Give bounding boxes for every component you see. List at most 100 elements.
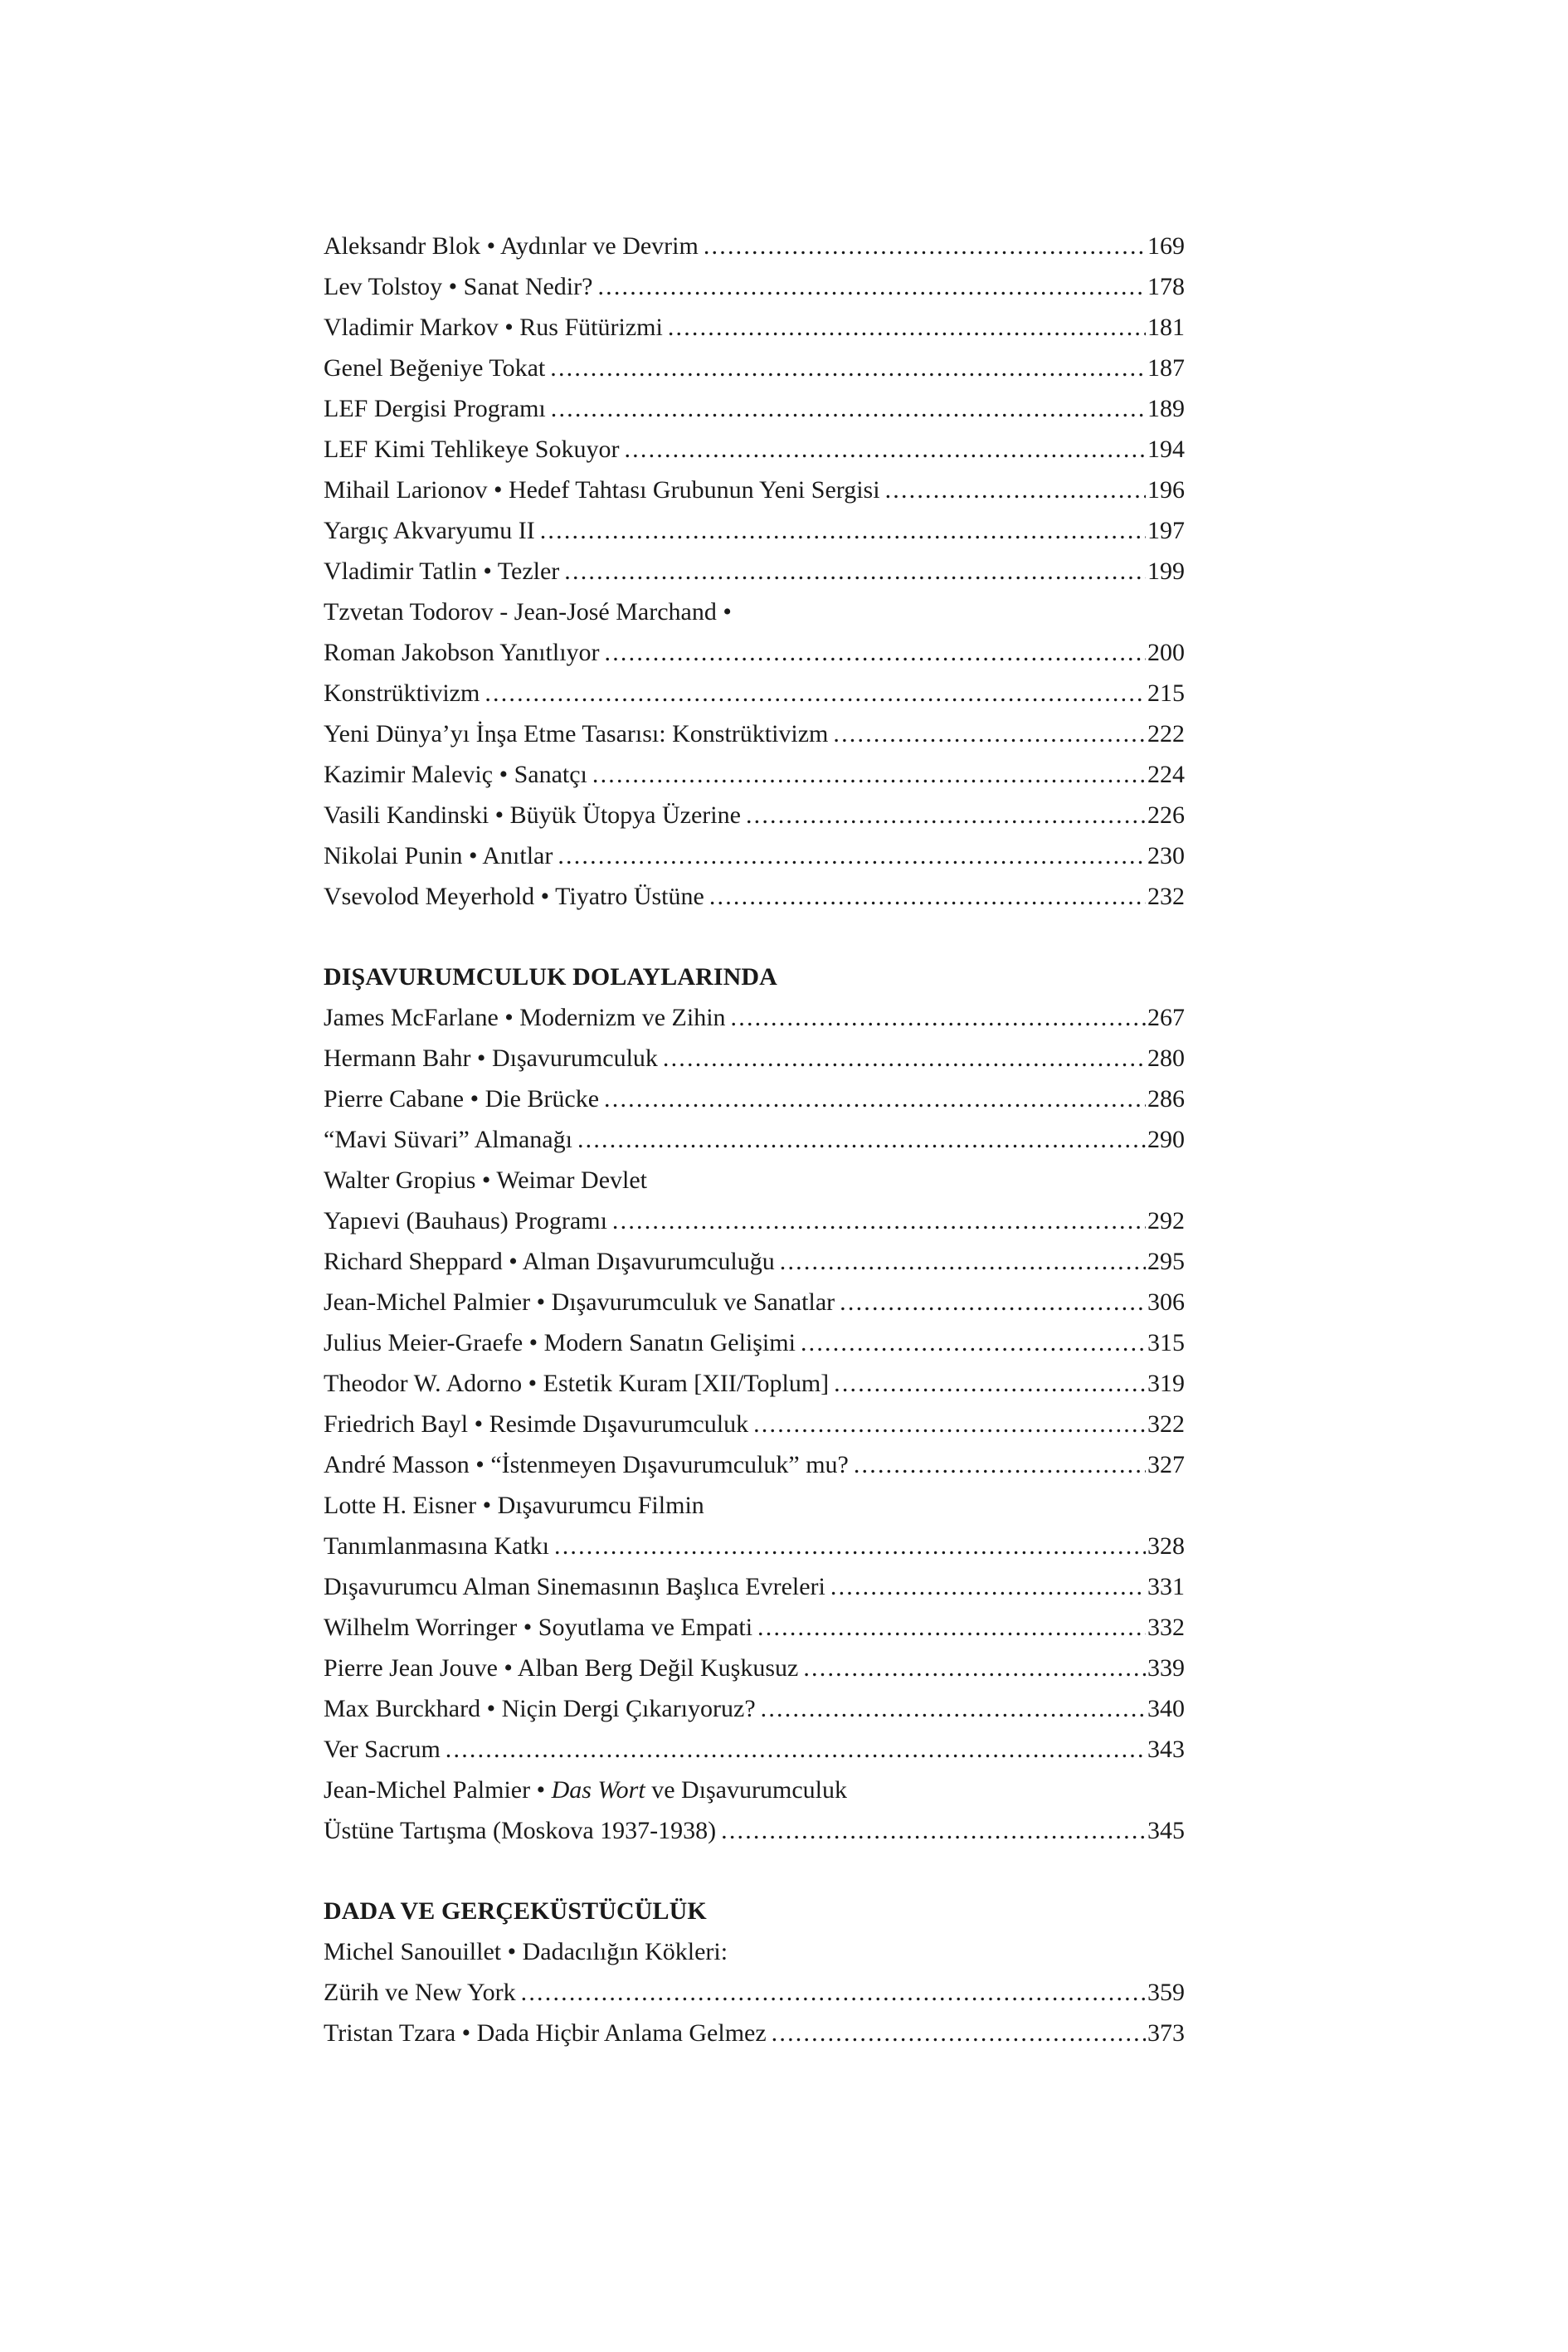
toc-page-number: 322 [1147,1410,1185,1438]
toc-entry[interactable]: Vsevolod Meyerhold • Tiyatro Üstüne 232 [324,876,1199,917]
toc-entry[interactable]: Yeni Dünya’yı İnşa Etme Tasarısı: Konstr… [324,713,1199,754]
toc-entry[interactable]: Pierre Jean Jouve • Alban Berg Değil Kuş… [324,1648,1199,1688]
toc-page-number: 373 [1147,2019,1185,2047]
dot-leader [597,266,1146,307]
toc-entry[interactable]: Roman Jakobson Yanıtlıyor 200 [324,632,1199,673]
toc-page-number: 199 [1147,558,1185,585]
toc-entry[interactable]: Dışavurumcu Alman Sinemasının Başlıca Ev… [324,1566,1199,1607]
toc-entry-text: Yeni Dünya’yı İnşa Etme Tasarısı: Konstr… [324,720,829,747]
toc-entry[interactable]: Pierre Cabane • Die Brücke 286 [324,1079,1199,1119]
toc-entry-text: Yargıç Akvaryumu II [324,517,535,544]
toc-page-number: 331 [1147,1573,1185,1600]
toc-entry[interactable]: Theodor W. Adorno • Estetik Kuram [XII/T… [324,1363,1199,1404]
dot-leader [592,754,1146,795]
toc-entry-line-continued: Walter Gropius • Weimar Devlet [324,1160,1199,1200]
toc-entry[interactable]: Tanımlanmasına Katkı 328 [324,1526,1199,1566]
toc-entry-text: Tanımlanmasına Katkı [324,1532,549,1560]
toc-entry[interactable]: Zürih ve New York 359 [324,1972,1199,2013]
toc-entry[interactable]: André Masson • “İstenmeyen Dışavurumculu… [324,1444,1199,1485]
dot-leader [564,551,1146,592]
toc-entry[interactable]: Vladimir Tatlin • Tezler 199 [324,551,1199,592]
dot-leader [721,1810,1146,1851]
dot-leader [540,510,1146,551]
toc-entry-text: “Mavi Süvari” Almanağı [324,1126,572,1153]
toc-page-number: 315 [1147,1329,1185,1356]
toc-entry[interactable]: Julius Meier-Graefe • Modern Sanatın Gel… [324,1322,1199,1363]
toc-page-number: 343 [1147,1736,1185,1763]
toc-entry-text: Vsevolod Meyerhold • Tiyatro Üstüne [324,883,704,910]
toc-entry[interactable]: LEF Dergisi Programı 189 [324,388,1199,429]
toc-entry[interactable]: Üstüne Tartışma (Moskova 1937-1938) 345 [324,1810,1199,1851]
toc-page-number: 224 [1147,761,1185,788]
toc-entry-text: Konstrüktivizm [324,679,480,707]
toc-page-number: 359 [1147,1979,1185,2006]
toc-entry-text: Michel Sanouillet • Dadacılığın Kökleri: [324,1938,728,1965]
toc-entry[interactable]: Yapıevi (Bauhaus) Programı 292 [324,1200,1199,1241]
toc-entry-text: James McFarlane • Modernizm ve Zihin [324,1004,726,1031]
toc-entry[interactable]: Aleksandr Blok • Aydınlar ve Devrim 169 [324,226,1199,266]
toc-entry[interactable]: “Mavi Süvari” Almanağı 290 [324,1119,1199,1160]
toc-entry[interactable]: LEF Kimi Tehlikeye Sokuyor 194 [324,429,1199,470]
toc-entry[interactable]: Mihail Larionov • Hedef Tahtası Grubunun… [324,470,1199,510]
toc-entry[interactable]: Yargıç Akvaryumu II 197 [324,510,1199,551]
toc-page-number: 230 [1147,842,1185,869]
toc-entry[interactable]: Lev Tolstoy • Sanat Nedir? 178 [324,266,1199,307]
toc-entry-text: Tristan Tzara • Dada Hiçbir Anlama Gelme… [324,2019,767,2047]
toc-entry-author: Jean-Michel Palmier • [324,1776,552,1804]
dot-leader [605,632,1146,673]
toc-page-number: 280 [1147,1045,1185,1072]
toc-entry[interactable]: Wilhelm Worringer • Soyutlama ve Empati 3… [324,1607,1199,1648]
dot-leader [663,1038,1146,1079]
dot-leader [624,429,1146,470]
toc-page-number: 319 [1147,1370,1185,1397]
toc-entry[interactable]: Vasili Kandinski • Büyük Ütopya Üzerine 2… [324,795,1199,835]
toc-entry[interactable]: James McFarlane • Modernizm ve Zihin 267 [324,997,1199,1038]
toc-page-number: 200 [1147,639,1185,666]
dot-leader [757,1607,1146,1648]
toc-entry[interactable]: Konstrüktivizm 215 [324,673,1199,713]
toc-entry-text: Lev Tolstoy • Sanat Nedir? [324,273,593,300]
toc-entry-text: LEF Kimi Tehlikeye Sokuyor [324,436,620,463]
dot-leader [558,835,1146,876]
toc-entry-text: Wilhelm Worringer • Soyutlama ve Empati [324,1614,753,1641]
toc-entry[interactable]: Hermann Bahr • Dışavurumculuk 280 [324,1038,1199,1079]
toc-page-number: 306 [1147,1288,1185,1316]
toc-entry[interactable]: Ver Sacrum 343 [324,1729,1199,1770]
toc-entry-text: Vladimir Markov • Rus Fütürizmi [324,314,663,341]
toc-entry[interactable]: Richard Sheppard • Alman Dışavurumculuğu… [324,1241,1199,1282]
toc-page-number: 345 [1147,1817,1185,1844]
toc-entry[interactable]: Genel Beğeniye Tokat 187 [324,348,1199,388]
toc-entry-line-continued: Jean-Michel Palmier • Das Wort ve Dışavu… [324,1770,1199,1810]
toc-page-number: 196 [1147,476,1185,504]
toc-entry-italic-title: Das Wort [551,1776,645,1804]
toc-entry[interactable]: Friedrich Bayl • Resimde Dışavurumculuk 3… [324,1404,1199,1444]
toc-entry[interactable]: Nikolai Punin • Anıtlar 230 [324,835,1199,876]
toc-entry-line-continued: Lotte H. Eisner • Dışavurumcu Filmin [324,1485,1199,1526]
toc-page-number: 226 [1147,801,1185,829]
toc-page-number: 215 [1147,679,1185,707]
section-heading: DADA VE GERÇEKÜSTÜCÜLÜK [324,1897,707,1925]
dot-leader [753,1404,1146,1444]
toc-page-number: 189 [1147,395,1185,422]
toc-entry-text: Theodor W. Adorno • Estetik Kuram [XII/T… [324,1370,830,1397]
dot-leader [704,226,1146,266]
toc-entry-text: Dışavurumcu Alman Sinemasının Başlıca Ev… [324,1573,825,1600]
toc-entry[interactable]: Tristan Tzara • Dada Hiçbir Anlama Gelme… [324,2013,1199,2053]
toc-entry[interactable]: Vladimir Markov • Rus Fütürizmi 181 [324,307,1199,348]
toc-page-number: 340 [1147,1695,1185,1722]
dot-leader [833,713,1146,754]
toc-entry[interactable]: Jean-Michel Palmier • Dışavurumculuk ve … [324,1282,1199,1322]
toc-entry-text: Mihail Larionov • Hedef Tahtası Grubunun… [324,476,880,504]
toc-entry-text: LEF Dergisi Programı [324,395,546,422]
toc-page-number: 292 [1147,1207,1185,1234]
dot-leader [830,1566,1146,1607]
toc-entry-text: Jean-Michel Palmier • Das Wort ve Dışavu… [324,1770,847,1810]
toc-entry-text: Friedrich Bayl • Resimde Dışavurumculuk [324,1410,749,1438]
toc-entry[interactable]: Kazimir Maleviç • Sanatçı 224 [324,754,1199,795]
toc-entry-text: Richard Sheppard • Alman Dışavurumculuğu [324,1248,775,1275]
toc-entry[interactable]: Max Burckhard • Niçin Dergi Çıkarıyoruz?… [324,1688,1199,1729]
toc-entry-text: Ver Sacrum [324,1736,441,1763]
dot-leader [446,1729,1146,1770]
toc-page-number: 187 [1147,354,1185,382]
